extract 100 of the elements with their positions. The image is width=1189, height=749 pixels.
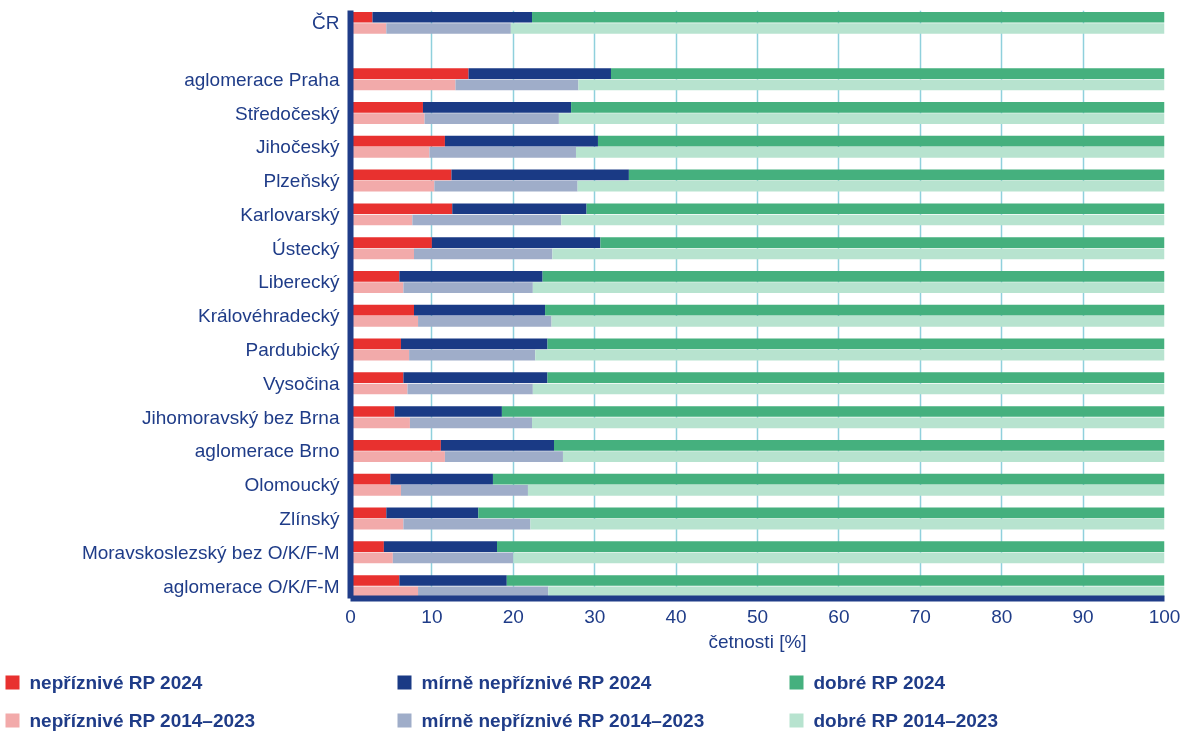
bar xyxy=(418,316,552,327)
y-tick-label: Liberecký xyxy=(258,271,340,293)
bar xyxy=(492,473,1165,485)
bar xyxy=(513,552,1165,564)
bar xyxy=(575,147,1165,158)
bar xyxy=(628,169,1165,181)
bar xyxy=(558,113,1165,124)
bar xyxy=(478,507,1165,519)
bar xyxy=(399,270,543,282)
x-axis-title: četnosti [%] xyxy=(708,630,807,652)
bar xyxy=(571,102,1165,113)
bar xyxy=(409,349,536,361)
bar xyxy=(530,518,1165,530)
y-tick-label: Středočeský xyxy=(234,102,340,124)
legend-label: dobré RP 2014–2023 xyxy=(813,710,998,731)
bar xyxy=(600,237,1165,248)
bar xyxy=(400,485,528,496)
bar xyxy=(562,451,1165,462)
bar xyxy=(545,304,1165,316)
x-tick-label: 70 xyxy=(909,605,931,627)
y-tick-label: Královéhradecký xyxy=(197,305,340,327)
bar xyxy=(577,180,1165,192)
bar xyxy=(451,169,629,181)
bar xyxy=(409,417,533,429)
bar xyxy=(527,485,1165,496)
x-tick-label: 60 xyxy=(828,605,850,627)
bar xyxy=(418,586,549,598)
bar xyxy=(610,68,1165,79)
bar xyxy=(412,214,562,226)
bar xyxy=(413,304,546,316)
y-tick-label: aglomerace Brno xyxy=(194,440,340,462)
y-tick-label: Vysočina xyxy=(263,372,340,394)
bar xyxy=(407,383,533,395)
x-tick-label: 10 xyxy=(421,605,443,627)
x-tick-label: 50 xyxy=(746,605,769,627)
bar xyxy=(578,79,1165,91)
bar xyxy=(547,372,1165,384)
y-tick-label: Moravskoslezský bez O/K/F-M xyxy=(81,541,340,563)
y-tick-label: Jihočeský xyxy=(256,136,340,158)
bar xyxy=(434,180,578,192)
bar xyxy=(413,248,553,260)
legend-label: dobré RP 2024 xyxy=(813,672,946,693)
bar xyxy=(532,417,1165,429)
x-tick-label: 20 xyxy=(502,605,524,627)
bar xyxy=(386,507,479,519)
bar xyxy=(400,338,548,350)
bar xyxy=(532,11,1165,23)
bar xyxy=(554,439,1165,451)
y-tick-label: Jihomoravský bez Brna xyxy=(142,406,340,428)
y-tick-label: aglomerace Praha xyxy=(184,68,340,90)
bar xyxy=(444,135,598,147)
y-tick-label: Olomoucký xyxy=(244,474,340,496)
bar xyxy=(506,575,1165,586)
bar xyxy=(403,518,531,530)
bar xyxy=(403,282,533,293)
legend-label: nepříznivé RP 2014–2023 xyxy=(29,710,256,731)
legend-label: mírně nepříznivé RP 2014–2023 xyxy=(421,710,705,731)
bar xyxy=(390,473,493,485)
y-tick-label: aglomerace O/K/F-M xyxy=(163,575,340,597)
bar xyxy=(510,23,1165,34)
bar xyxy=(392,552,514,564)
bar xyxy=(547,338,1165,350)
bar xyxy=(542,270,1165,282)
bar xyxy=(561,214,1165,226)
bar xyxy=(551,316,1165,327)
x-tick-label: 0 xyxy=(345,605,356,627)
y-tick-label: Karlovarský xyxy=(240,203,340,225)
legend-label: nepříznivé RP 2024 xyxy=(29,672,203,693)
x-tick-label: 80 xyxy=(991,605,1013,627)
bar xyxy=(468,68,611,79)
bar xyxy=(440,439,554,451)
bar xyxy=(455,79,579,91)
bar xyxy=(586,203,1165,215)
bar xyxy=(394,406,502,417)
legend-label: mírně nepříznivé RP 2024 xyxy=(421,672,652,693)
bar xyxy=(424,113,559,124)
bar xyxy=(372,11,533,23)
bar xyxy=(532,383,1165,395)
bar xyxy=(597,135,1165,147)
y-tick-label: Ústecký xyxy=(271,237,340,259)
bar xyxy=(383,541,498,553)
y-tick-label: Zlínský xyxy=(279,508,340,530)
bar xyxy=(399,575,507,586)
bar xyxy=(431,237,601,248)
bar xyxy=(535,349,1165,361)
bar xyxy=(422,102,572,113)
y-tick-label: Pardubický xyxy=(245,339,340,361)
y-tick-label: Plzeňský xyxy=(263,170,340,192)
bar xyxy=(452,203,587,215)
x-tick-label: 40 xyxy=(665,605,687,627)
y-tick-label: ČR xyxy=(312,12,340,34)
bar xyxy=(444,451,563,462)
bar xyxy=(552,248,1165,260)
bar xyxy=(386,23,511,34)
bar xyxy=(497,541,1165,553)
bar xyxy=(403,372,548,384)
bar xyxy=(429,147,576,158)
x-tick-label: 90 xyxy=(1072,605,1094,627)
bar xyxy=(501,406,1165,417)
bar xyxy=(532,282,1165,293)
